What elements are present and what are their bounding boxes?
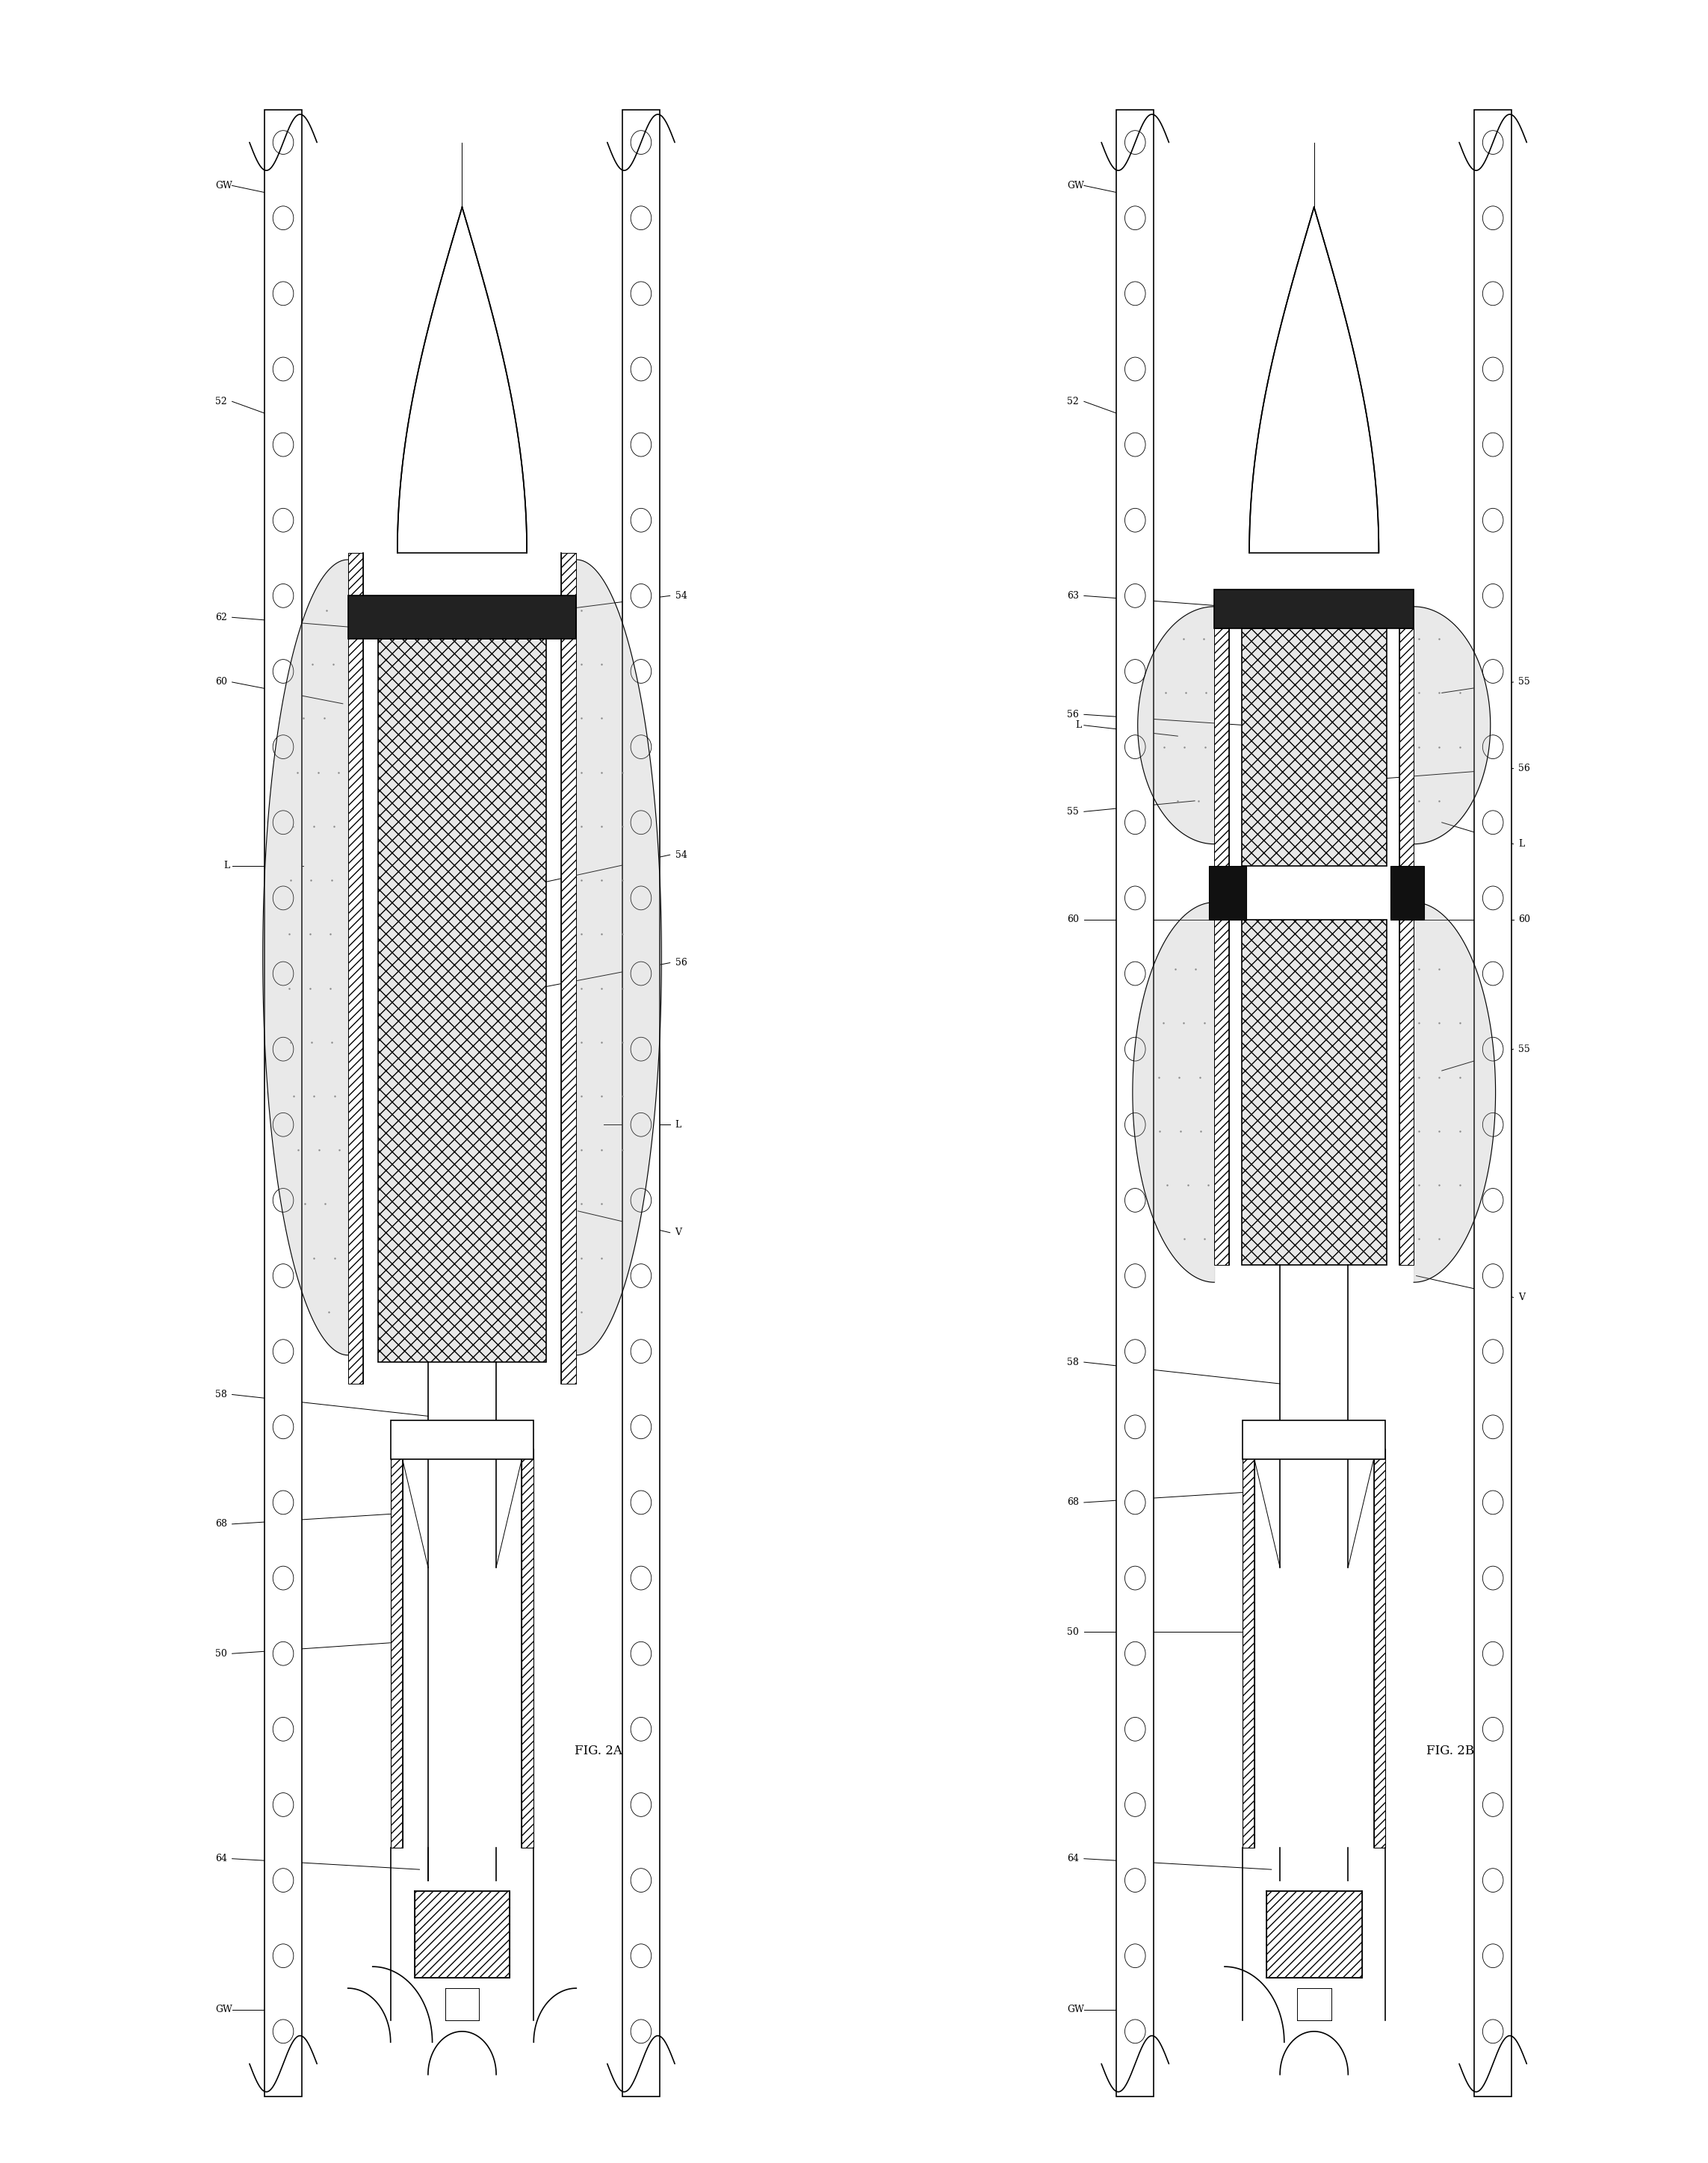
Text: 52: 52	[1068, 396, 1079, 407]
Text: 54: 54	[675, 850, 687, 859]
Text: GW: GW	[1068, 2005, 1085, 2014]
Bar	[560, 552, 576, 1384]
Bar	[1474, 110, 1512, 2096]
Bar	[391, 1449, 403, 1847]
Text: V: V	[675, 1229, 681, 1237]
Bar	[348, 595, 576, 638]
Bar	[1214, 919, 1228, 1265]
Text: GW: GW	[215, 2005, 232, 2014]
Text: L: L	[224, 861, 231, 870]
Bar	[1209, 865, 1245, 919]
Bar	[348, 552, 364, 1384]
Bar	[521, 1449, 533, 1847]
Text: 60: 60	[1068, 915, 1079, 924]
Text: 56: 56	[675, 958, 687, 967]
Bar	[391, 1421, 533, 1460]
Text: L: L	[1076, 720, 1081, 731]
Bar	[1242, 1421, 1385, 1460]
Text: 63: 63	[1068, 590, 1079, 601]
Bar	[1117, 110, 1155, 2096]
Text: FIG. 2B: FIG. 2B	[1426, 1743, 1474, 1756]
Text: 56: 56	[1068, 709, 1079, 720]
Bar	[1242, 627, 1387, 865]
Bar	[1373, 1449, 1385, 1847]
Bar	[1242, 919, 1387, 1265]
Text: 68: 68	[215, 1518, 227, 1529]
Bar	[1214, 627, 1228, 865]
Text: 60: 60	[1518, 915, 1530, 924]
Text: 50: 50	[215, 1648, 227, 1659]
Text: 56: 56	[1518, 764, 1530, 774]
Text: L: L	[675, 1120, 681, 1129]
Bar	[415, 1890, 509, 1977]
Text: 58: 58	[1068, 1358, 1079, 1367]
Bar	[1390, 865, 1424, 919]
Bar	[265, 110, 302, 2096]
Text: L: L	[1518, 839, 1525, 848]
Text: 60: 60	[215, 677, 227, 688]
Bar	[1399, 627, 1414, 865]
Bar	[1399, 919, 1414, 1265]
Bar	[1214, 588, 1414, 627]
Text: 55: 55	[1518, 677, 1530, 688]
Text: GW: GW	[215, 182, 232, 190]
Bar	[1266, 1890, 1361, 1977]
Text: 64: 64	[215, 1854, 227, 1865]
Text: FIG. 2A: FIG. 2A	[574, 1743, 622, 1756]
Text: GW: GW	[1068, 182, 1085, 190]
Text: 62: 62	[215, 612, 227, 623]
Bar	[622, 110, 659, 2096]
Bar	[1242, 1449, 1254, 1847]
Text: V: V	[1518, 1293, 1525, 1302]
Text: 54: 54	[675, 590, 687, 601]
Bar	[377, 638, 547, 1363]
Text: 68: 68	[1068, 1497, 1079, 1508]
Text: 55: 55	[1518, 1045, 1530, 1053]
Text: 64: 64	[1068, 1854, 1079, 1865]
Text: 50: 50	[1068, 1627, 1079, 1637]
Text: 58: 58	[215, 1389, 227, 1399]
Text: 52: 52	[215, 396, 227, 407]
Text: 55: 55	[1068, 807, 1079, 815]
